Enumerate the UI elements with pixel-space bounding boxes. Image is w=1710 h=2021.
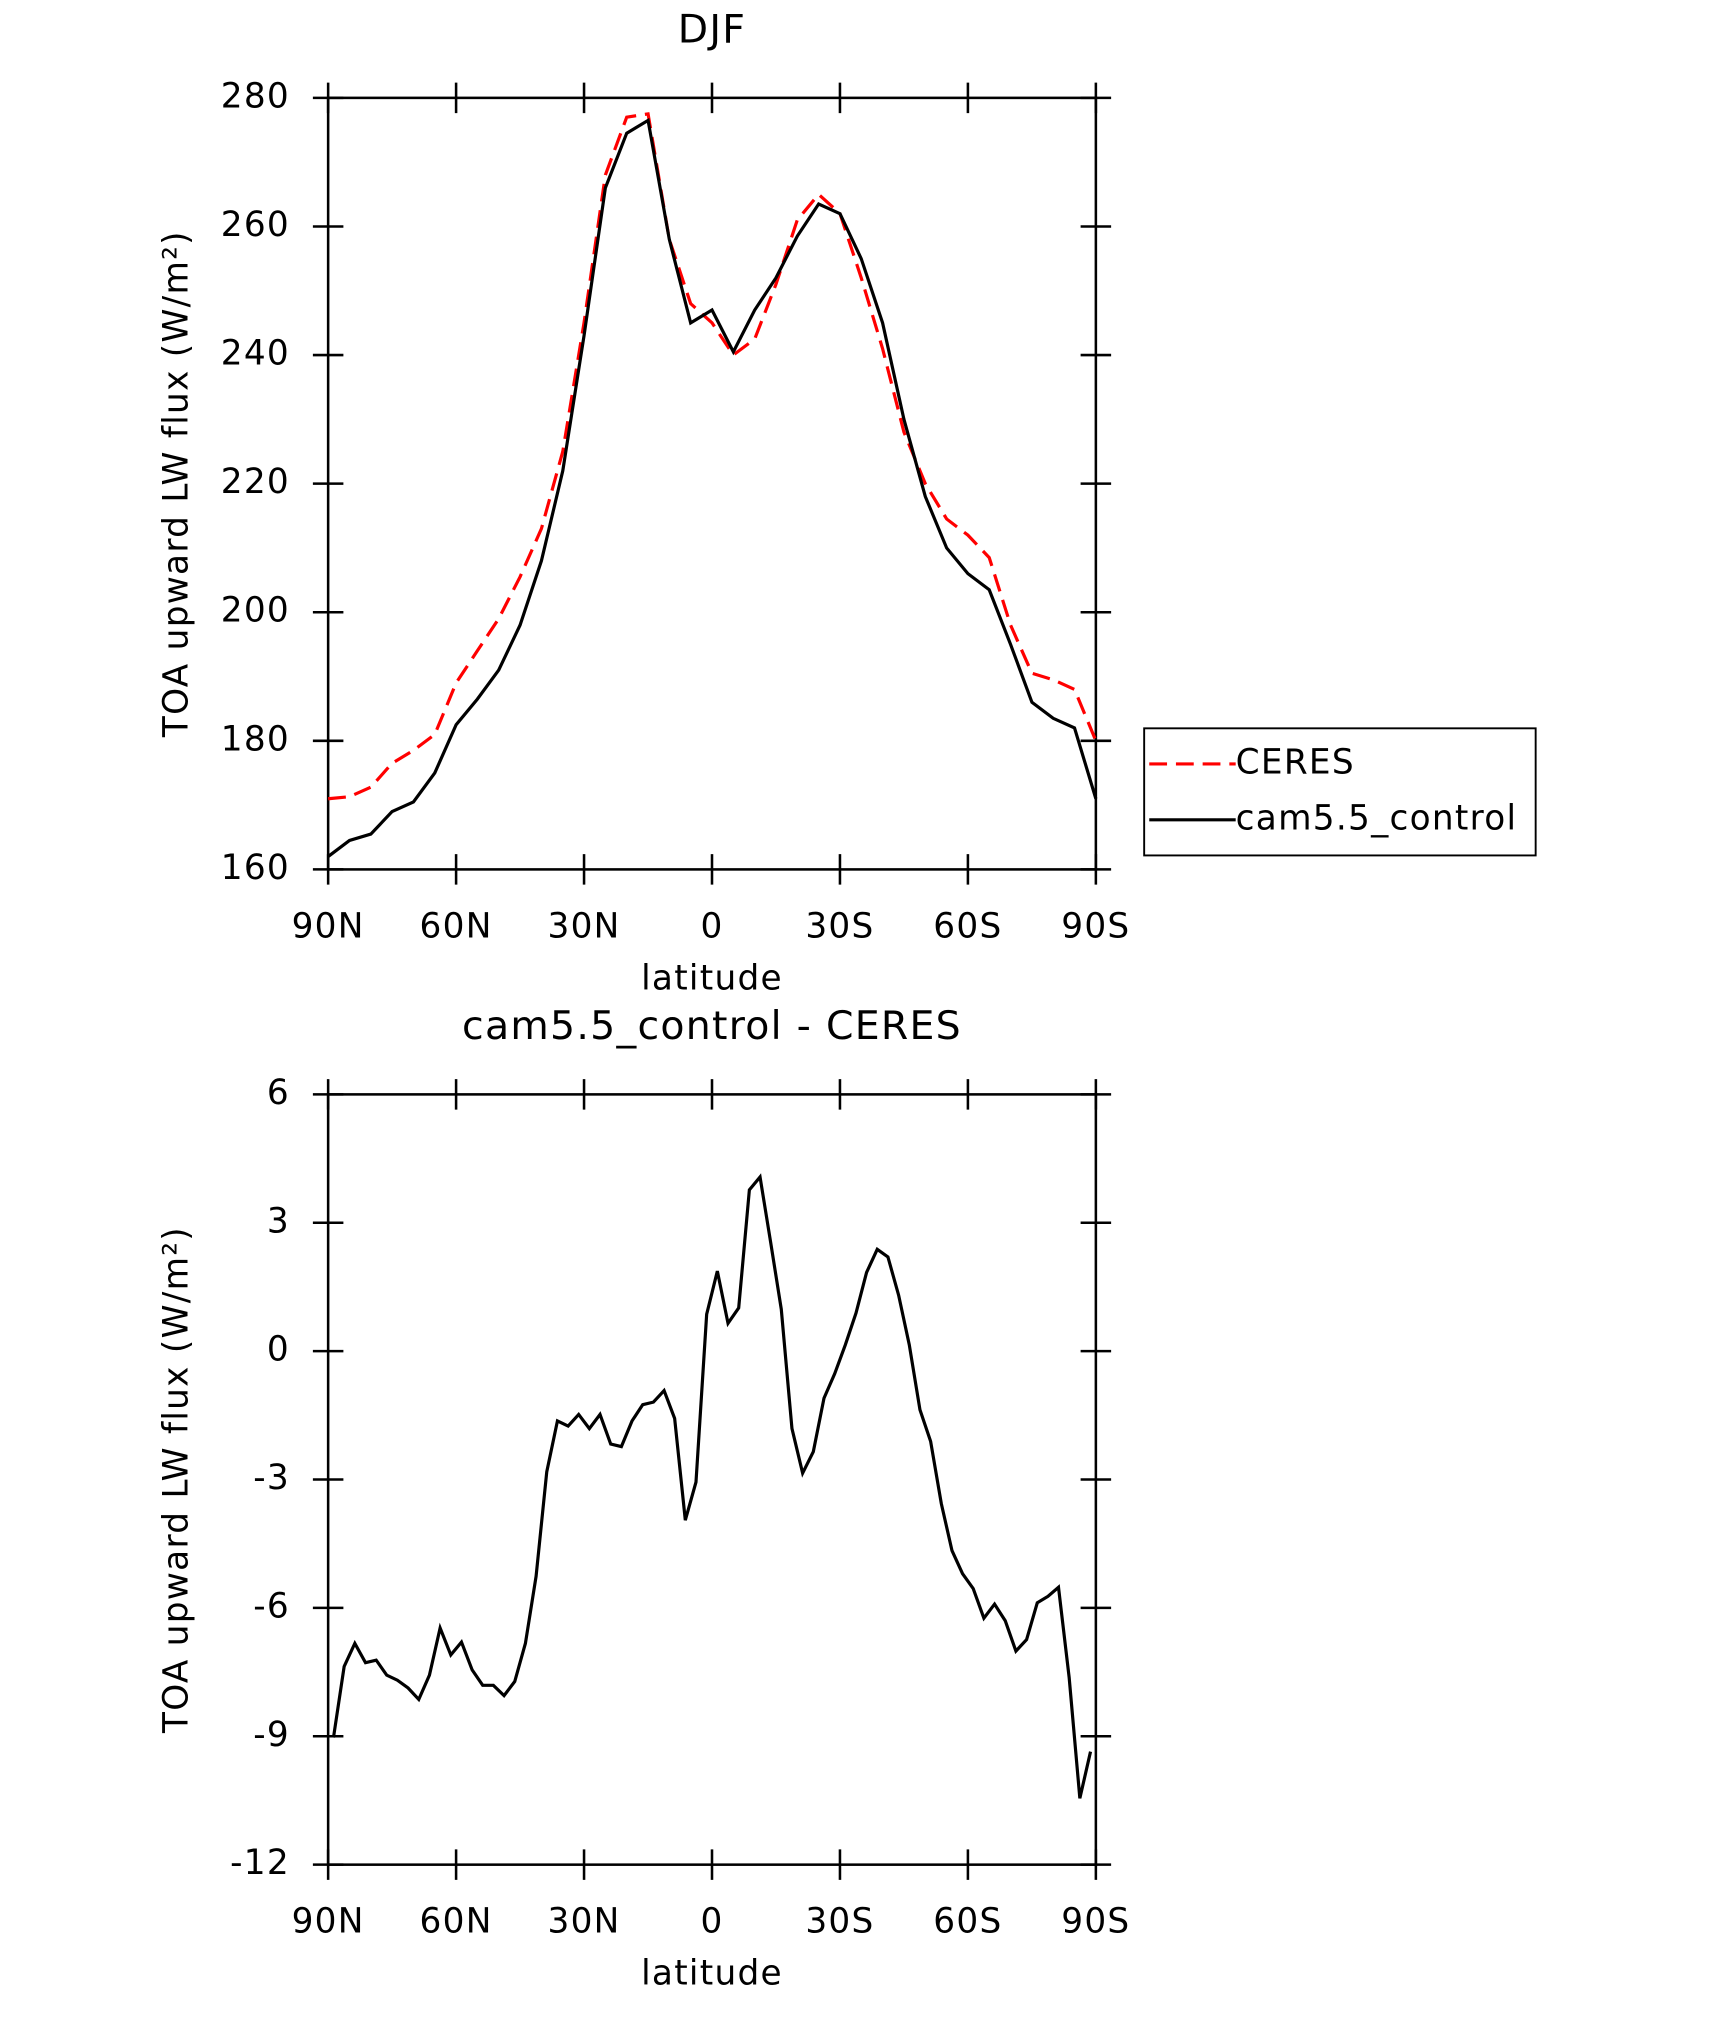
y-tick-label: -12 xyxy=(230,1843,290,1883)
y-tick-label: 180 xyxy=(221,719,290,759)
y-tick-label: 160 xyxy=(221,848,290,888)
data-line xyxy=(327,117,1098,858)
x-tick-label: 0 xyxy=(700,906,723,946)
y-tick-label: -3 xyxy=(253,1458,290,1498)
y-tick-label: 6 xyxy=(267,1073,290,1113)
x-tick-label: 90S xyxy=(1061,906,1130,946)
y-tick-label: 280 xyxy=(221,76,290,116)
legend-box xyxy=(1143,727,1537,857)
x-tick-label: 30N xyxy=(547,906,620,946)
y-tick-label: -9 xyxy=(253,1715,290,1755)
x-tick-label: 60N xyxy=(420,1902,493,1942)
x-tick-label: 90N xyxy=(292,1902,365,1942)
legend-label: cam5.5_control xyxy=(1236,798,1518,838)
chart-title: cam5.5_control - CERES xyxy=(462,1003,962,1049)
y-tick-label: 220 xyxy=(221,462,290,502)
y-tick-label: -6 xyxy=(253,1586,290,1626)
x-tick-label: 60N xyxy=(420,906,493,946)
data-line xyxy=(327,112,1098,801)
legend-label: CERES xyxy=(1236,742,1355,782)
chart-title: DJF xyxy=(678,6,746,52)
y-tick-label: 260 xyxy=(221,205,290,245)
y-axis-label: TOA upward LW flux (W/m²) xyxy=(157,230,197,738)
x-tick-label: 90S xyxy=(1061,1902,1130,1942)
y-tick-label: 0 xyxy=(267,1330,290,1370)
x-tick-label: 30S xyxy=(805,1902,874,1942)
x-tick-label: 60S xyxy=(933,906,1002,946)
data-line xyxy=(331,1173,1093,1799)
x-tick-label: 60S xyxy=(933,1902,1002,1942)
y-tick-label: 3 xyxy=(267,1201,290,1241)
y-axis-label: TOA upward LW flux (W/m²) xyxy=(157,1226,197,1734)
y-tick-label: 240 xyxy=(221,334,290,374)
plot-frame xyxy=(326,1093,1098,1866)
x-tick-label: 30N xyxy=(547,1902,620,1942)
x-axis-label: latitude xyxy=(641,1954,783,1994)
x-axis-label: latitude xyxy=(641,958,783,998)
x-tick-label: 90N xyxy=(292,906,365,946)
y-tick-label: 200 xyxy=(221,591,290,631)
x-tick-label: 30S xyxy=(805,906,874,946)
x-tick-label: 0 xyxy=(700,1902,723,1942)
